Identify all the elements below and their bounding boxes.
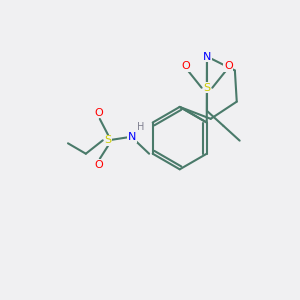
Text: O: O [224, 61, 233, 71]
Text: S: S [104, 135, 112, 145]
Text: H: H [137, 122, 145, 132]
Text: N: N [128, 132, 136, 142]
Text: O: O [94, 160, 103, 170]
Text: O: O [181, 61, 190, 71]
Text: O: O [94, 108, 103, 118]
Text: N: N [203, 52, 211, 61]
Text: S: S [203, 83, 211, 93]
